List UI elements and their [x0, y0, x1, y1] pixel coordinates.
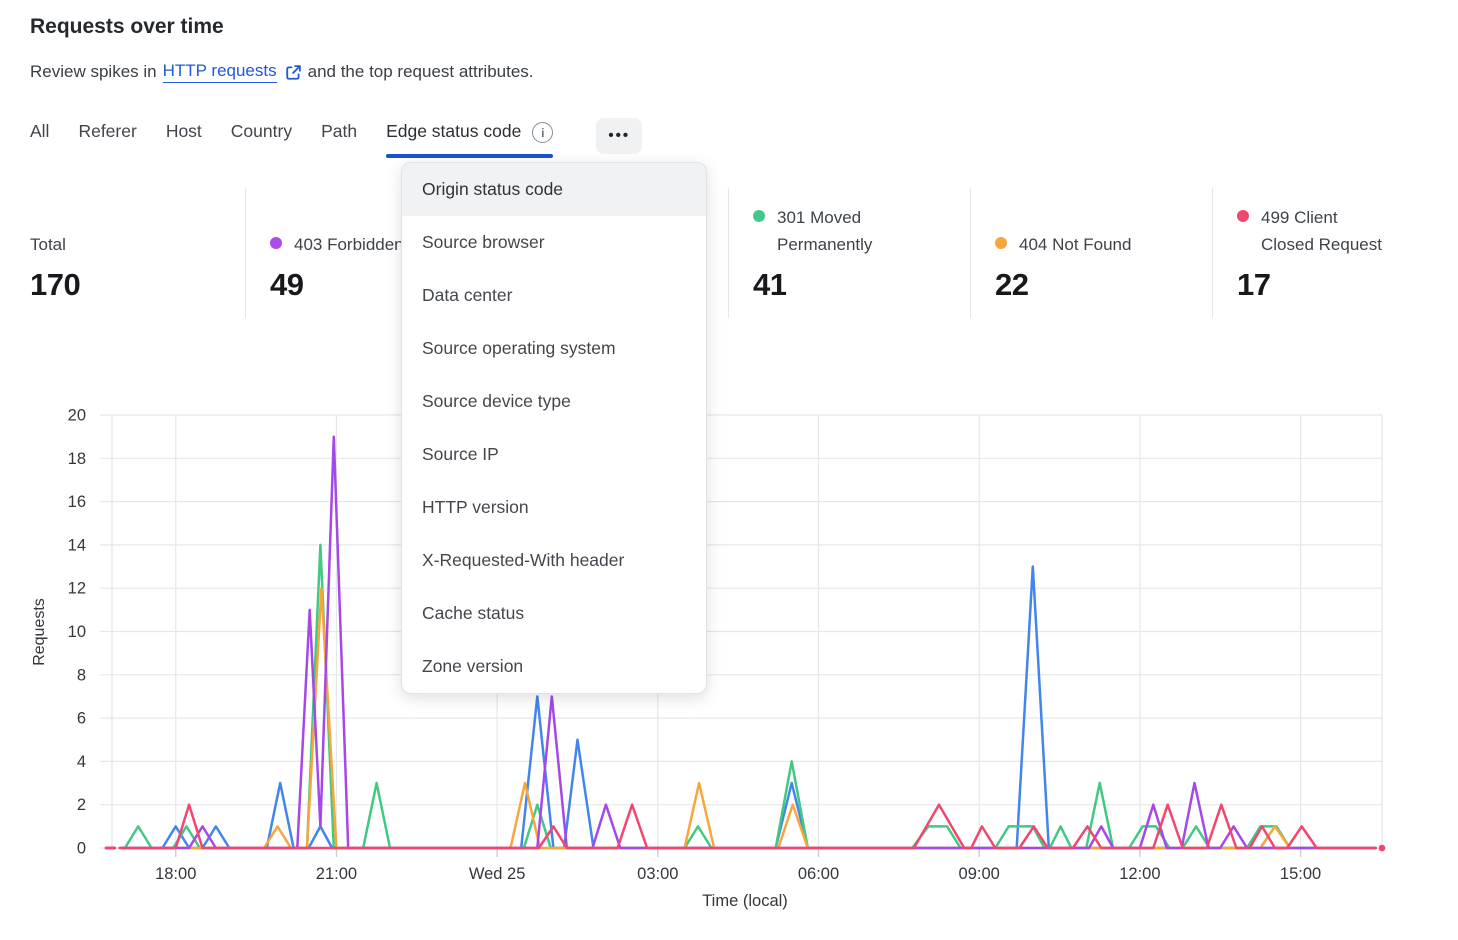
menu-item-origin-status-code[interactable]: Origin status code — [402, 163, 706, 216]
y-tick-label: 2 — [77, 796, 86, 814]
menu-item-source-operating-system[interactable]: Source operating system — [422, 338, 616, 358]
stat-divider — [970, 188, 971, 318]
stat-label: 301 Moved Permanently — [777, 208, 873, 254]
menu-item-source-device-type[interactable]: Source device type — [422, 391, 571, 411]
tab-country[interactable]: Country — [231, 118, 292, 158]
more-tabs-button[interactable]: ••• — [596, 118, 643, 154]
external-link-icon — [285, 64, 302, 81]
tab-edge-status-code[interactable]: Edge status code i — [386, 118, 554, 158]
subtitle-prefix: Review spikes in — [30, 62, 157, 81]
stat-total: Total 170 — [30, 196, 255, 303]
tab-label: Host — [165, 121, 202, 141]
menu-item-x-requested-with-header[interactable]: X-Requested-With header — [422, 550, 625, 570]
stat-value: 17 — [1237, 267, 1271, 302]
menu-item-data-center[interactable]: Data center — [422, 285, 513, 305]
stat-value: 170 — [30, 267, 81, 302]
stat-301-moved: 301 Moved Permanently 41 — [753, 196, 978, 303]
x-tick-label: 03:00 — [637, 865, 678, 883]
tab-label: Country — [230, 121, 293, 141]
y-tick-label: 0 — [77, 840, 86, 858]
y-tick-label: 12 — [68, 580, 86, 598]
tab-label: Path — [321, 121, 358, 141]
stat-divider — [1212, 188, 1213, 318]
stat-label: Total — [30, 234, 66, 254]
tab-label: All — [30, 121, 50, 141]
tab-label: Edge status code — [386, 121, 522, 141]
subtitle-suffix: and the top request attributes. — [307, 62, 534, 81]
x-tick-label: 06:00 — [798, 865, 839, 883]
x-axis-title: Time (local) — [702, 892, 788, 910]
y-tick-label: 16 — [68, 493, 86, 511]
menu-item-cache-status[interactable]: Cache status — [422, 603, 525, 623]
tab-host[interactable]: Host — [166, 118, 202, 158]
legend-dot — [995, 236, 1007, 249]
x-tick-label: 09:00 — [959, 865, 1000, 883]
x-tick-label: 15:00 — [1280, 865, 1321, 883]
stat-value: 22 — [995, 267, 1029, 302]
subtitle: Review spikes in HTTP requests and the t… — [30, 61, 534, 83]
stat-label: 404 Not Found — [1019, 234, 1132, 254]
stat-404-not-found: 404 Not Found 22 — [995, 196, 1220, 303]
y-tick-label: 6 — [77, 710, 86, 728]
tab-referer[interactable]: Referer — [78, 118, 136, 158]
y-tick-label: 4 — [77, 753, 86, 771]
info-icon[interactable]: i — [532, 122, 554, 143]
x-tick-label: 21:00 — [316, 865, 357, 883]
series-499-client-closed-request-end-dot — [1378, 844, 1386, 852]
menu-item-zone-version[interactable]: Zone version — [422, 656, 524, 676]
tab-label: Referer — [78, 121, 137, 141]
y-tick-label: 20 — [68, 407, 86, 425]
x-tick-label: 18:00 — [155, 865, 196, 883]
menu-item-source-browser[interactable]: Source browser — [422, 232, 545, 252]
tab-path[interactable]: Path — [321, 118, 357, 158]
menu-item-source-ip[interactable]: Source IP — [422, 444, 499, 464]
stat-divider — [245, 188, 246, 318]
y-tick-label: 10 — [68, 623, 86, 641]
stat-label: 403 Forbidden — [294, 234, 404, 254]
series-403-forbidden-line — [120, 435, 1377, 850]
series-499-client-closed-request-line — [118, 803, 1377, 850]
stat-403-forbidden: 403 Forbidden 49 — [270, 196, 495, 303]
y-tick-label: 14 — [68, 536, 86, 554]
attribute-dropdown-menu: Origin status code Source browser Data cen… — [401, 162, 707, 694]
menu-item-http-version[interactable]: HTTP version — [422, 497, 529, 517]
stat-divider — [728, 188, 729, 318]
page-title: Requests over time — [30, 15, 224, 38]
x-tick-label: 12:00 — [1119, 865, 1160, 883]
stat-value: 41 — [753, 267, 787, 302]
y-tick-label: 18 — [68, 450, 86, 468]
stat-label: 499 Client Closed Request — [1261, 208, 1382, 254]
attribute-tabs: All Referer Host Country Path Edge status cod… — [30, 118, 643, 158]
y-axis-title: Requests — [31, 598, 48, 666]
x-tick-label: Wed 25 — [469, 865, 526, 883]
http-requests-link[interactable]: HTTP requests — [162, 61, 277, 83]
y-tick-label: 8 — [77, 666, 86, 684]
stat-value: 49 — [270, 267, 304, 302]
legend-dot — [1237, 210, 1249, 223]
legend-dot — [753, 210, 765, 223]
stat-499-client: 499 Client Closed Request 17 — [1237, 196, 1458, 303]
legend-dot — [270, 236, 282, 249]
tab-all[interactable]: All — [30, 118, 49, 158]
